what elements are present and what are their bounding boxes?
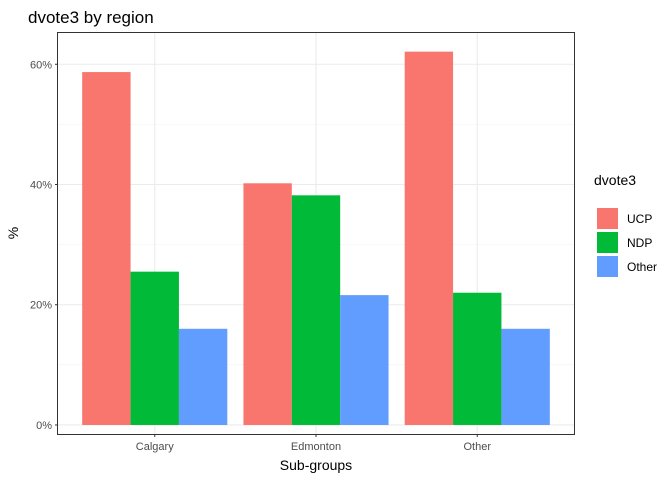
bar-other-ndp: [453, 292, 502, 425]
bar-calgary-other: [178, 328, 228, 425]
x-axis-title: Sub-groups: [280, 457, 352, 473]
y-axis-title: %: [5, 227, 21, 239]
legend-swatch-ndp: [597, 232, 618, 253]
bar-edmonton-other: [340, 295, 389, 425]
bar-calgary-ndp: [130, 271, 179, 425]
legend: dvote3 UCP NDP Other: [594, 172, 657, 277]
chart-title: dvote3 by region: [28, 8, 154, 27]
y-tick-label: 60%: [30, 59, 52, 71]
x-tick-label: Edmonton: [291, 441, 341, 453]
y-tick-label: 0%: [36, 420, 52, 432]
x-tick-label: Calgary: [136, 441, 174, 453]
bar-edmonton-ndp: [291, 195, 341, 425]
legend-swatch-other: [597, 256, 618, 277]
legend-label-ucp: UCP: [627, 212, 652, 226]
bars: [82, 51, 550, 425]
bar-edmonton-ucp: [243, 183, 292, 425]
x-axis: Calgary Edmonton Other: [136, 434, 491, 453]
x-tick-label: Other: [463, 441, 491, 453]
legend-title: dvote3: [594, 172, 636, 188]
legend-label-ndp: NDP: [627, 236, 652, 250]
y-axis: 0% 20% 40% 60%: [30, 59, 58, 432]
bar-calgary-ucp: [82, 72, 131, 425]
y-tick-label: 20%: [30, 300, 52, 312]
y-tick-label: 40%: [30, 180, 52, 192]
legend-label-other: Other: [627, 260, 657, 274]
bar-other-ucp: [404, 51, 454, 425]
legend-swatch-ucp: [597, 208, 618, 229]
bar-other-other: [501, 328, 550, 425]
